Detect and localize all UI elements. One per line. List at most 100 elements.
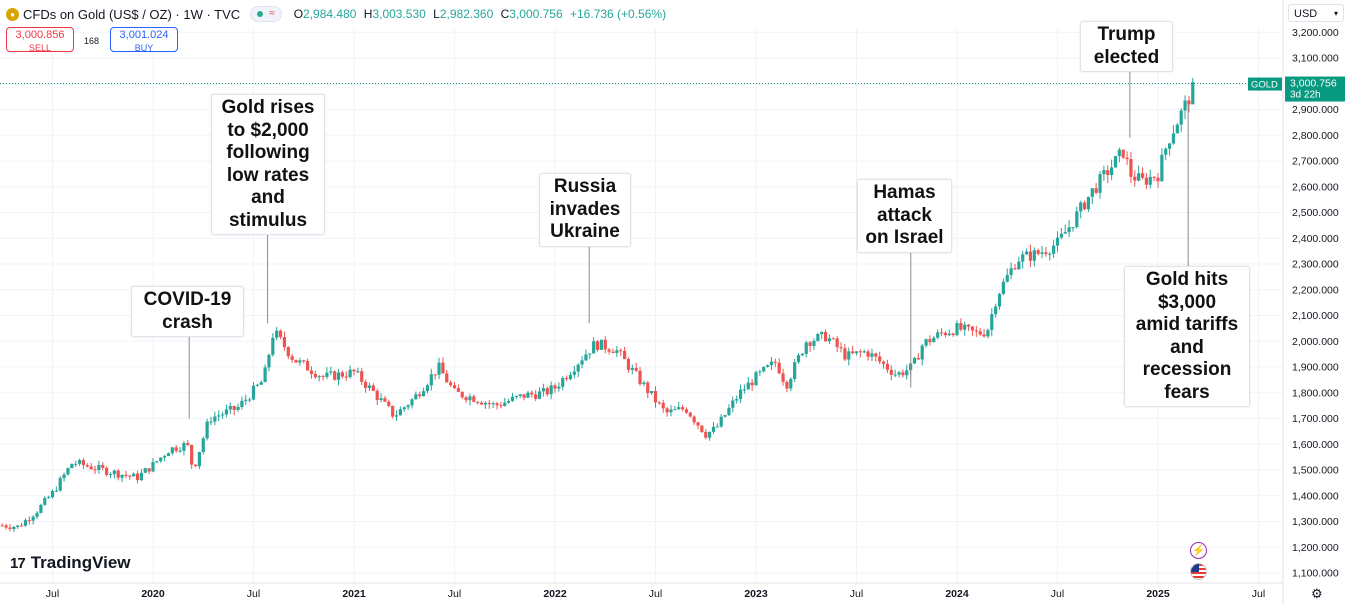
candle-body xyxy=(534,394,538,399)
candle-body xyxy=(70,463,74,469)
candle-body xyxy=(81,460,86,466)
candle-body xyxy=(1013,268,1017,270)
price-tick-label: 2,900.000 xyxy=(1292,104,1339,116)
candle-body xyxy=(576,364,580,372)
candle-body xyxy=(379,398,383,400)
lightning-icon[interactable]: ⚡ xyxy=(1190,542,1207,559)
candle-body xyxy=(858,351,862,353)
candle-body xyxy=(615,350,619,353)
candle-body xyxy=(951,333,955,336)
us-flag-icon[interactable] xyxy=(1190,563,1207,580)
candle-body xyxy=(220,414,225,416)
candle-body xyxy=(750,382,754,386)
low-label: L xyxy=(433,7,440,21)
candle-body xyxy=(843,348,847,360)
candle-body xyxy=(553,385,557,389)
candle-body xyxy=(704,432,708,438)
candle-body xyxy=(847,351,851,360)
candle-body xyxy=(1152,176,1156,178)
time-axis[interactable]: Jul 2020 Jul 2021 Jul 2022 Jul 2023 Jul 2024 Jul 20… xyxy=(0,582,1283,600)
candle-body xyxy=(16,525,20,527)
annotation-covid-crash[interactable]: COVID-19 crash xyxy=(131,286,244,337)
candle-body xyxy=(425,385,430,392)
candle-body xyxy=(259,382,263,385)
annotation-trump-elected[interactable]: Trump elected xyxy=(1080,21,1173,72)
candle-body xyxy=(541,388,546,392)
candle-body xyxy=(526,392,530,398)
symbol-title[interactable]: CFDs on Gold (US$ / OZ) · 1W · TVC xyxy=(23,6,241,22)
candle-body xyxy=(244,399,248,401)
candle-body xyxy=(4,525,8,528)
candle-body xyxy=(1129,159,1133,177)
candle-body xyxy=(1175,124,1179,134)
candle-body xyxy=(391,405,395,417)
candle-body xyxy=(66,468,70,475)
candle-body xyxy=(170,447,174,454)
sell-button[interactable]: 3,000.856 SELL xyxy=(6,27,74,53)
logo-text: TradingView xyxy=(30,553,131,572)
candle-body xyxy=(657,402,661,404)
candle-body xyxy=(723,415,727,417)
candle-body xyxy=(367,385,372,388)
candle-body xyxy=(105,467,109,475)
candle-body xyxy=(653,390,658,403)
candle-body xyxy=(603,339,607,350)
candle-body xyxy=(1005,275,1009,282)
annotation-hamas-attack[interactable]: Hamas attack on Israel xyxy=(857,179,952,253)
buy-button[interactable]: 3,001.024 BUY xyxy=(110,27,178,53)
candle-body xyxy=(449,382,453,386)
candle-body xyxy=(371,385,375,391)
candle-body xyxy=(638,370,642,385)
candle-body xyxy=(387,401,391,406)
candle-body xyxy=(383,398,387,402)
candle-body xyxy=(1113,156,1118,168)
price-tick-label: 2,000.000 xyxy=(1292,336,1339,348)
candle-body xyxy=(997,293,1002,307)
candle-body xyxy=(248,399,252,401)
candle-body xyxy=(93,469,97,471)
candle-body xyxy=(568,374,573,380)
candle-body xyxy=(564,378,569,380)
candle-body xyxy=(418,394,422,397)
candle-body xyxy=(97,465,101,470)
price-tick-label: 3,200.000 xyxy=(1292,27,1339,39)
candle-body xyxy=(503,402,507,406)
candle-body xyxy=(1055,237,1060,246)
candle-body xyxy=(715,426,719,428)
candle-body xyxy=(0,525,4,527)
candle-body xyxy=(398,409,402,416)
time-tick-label: Jul xyxy=(649,588,662,600)
candle-body xyxy=(1117,149,1121,157)
candle-body xyxy=(1024,251,1029,255)
candle-body xyxy=(190,444,194,465)
candle-body xyxy=(1125,157,1129,160)
candle-body xyxy=(421,391,426,397)
price-axis[interactable]: 1,100.000 1,200.000 1,300.000 1,400.000 1,50… xyxy=(1282,0,1339,605)
candle-body xyxy=(1086,196,1091,210)
candle-body xyxy=(333,371,337,380)
candle-body xyxy=(294,359,298,363)
candle-body xyxy=(1021,254,1025,262)
candle-body xyxy=(742,389,747,391)
candle-body xyxy=(885,363,890,370)
candle-body xyxy=(101,465,105,468)
market-status-pill[interactable]: ≈ xyxy=(250,6,282,22)
annotation-gold-hits-3000[interactable]: Gold hits $3,000 amid tariffs and recess… xyxy=(1124,266,1250,407)
candle-body xyxy=(263,367,267,383)
settings-gear-icon[interactable]: ⚙ xyxy=(1311,586,1323,601)
candle-body xyxy=(796,355,801,363)
annotation-low-rates[interactable]: Gold rises to $2,000 following low rates… xyxy=(211,94,325,235)
candle-body xyxy=(939,332,944,334)
currency-select[interactable]: USD ▾ xyxy=(1288,4,1344,22)
candle-body xyxy=(394,415,399,417)
annotation-russia-ukraine[interactable]: Russia invades Ukraine xyxy=(539,173,631,247)
tradingview-logo[interactable]: 17 TradingView xyxy=(10,553,131,573)
candle-body xyxy=(599,339,603,350)
candle-body xyxy=(522,394,526,398)
candle-body xyxy=(854,351,859,354)
candle-body xyxy=(800,353,804,356)
candle-body xyxy=(804,342,808,354)
candle-body xyxy=(201,438,205,452)
time-tick-label: Jul xyxy=(247,588,260,600)
candle-body xyxy=(1144,177,1149,185)
